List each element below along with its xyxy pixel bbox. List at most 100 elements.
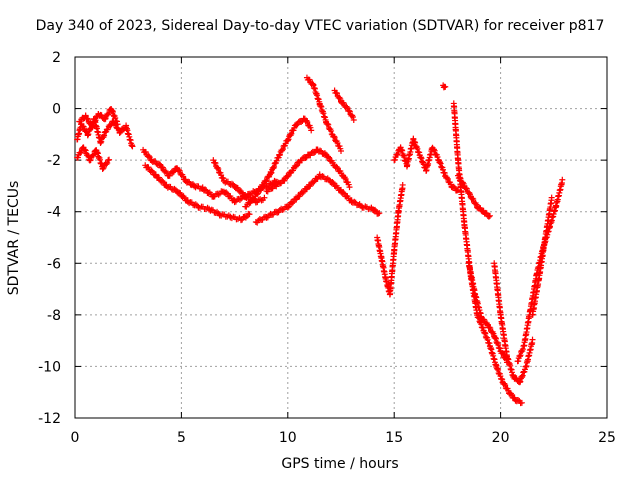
data-point: [324, 120, 331, 127]
data-point: [430, 146, 437, 153]
data-point: [104, 160, 111, 167]
data-point: [192, 201, 199, 208]
data-point: [310, 149, 317, 156]
data-point: [102, 115, 109, 122]
data-point: [304, 118, 311, 125]
data-point: [350, 116, 357, 123]
data-point: [77, 150, 84, 156]
data-point: [202, 186, 209, 193]
series-track-n: [440, 82, 449, 91]
series-track-l: [374, 181, 406, 298]
data-point: [376, 210, 383, 217]
series-track-t: [529, 194, 555, 318]
series-track-e: [142, 162, 253, 224]
series-track-c: [76, 105, 121, 131]
data-point: [148, 167, 155, 174]
data-point: [292, 163, 299, 170]
data-point: [159, 164, 166, 171]
y-tick-label: -12: [38, 411, 61, 427]
data-point: [349, 113, 356, 120]
data-point: [92, 117, 99, 124]
data-point: [247, 199, 254, 206]
data-point: [215, 191, 222, 198]
data-point: [346, 108, 353, 115]
data-point: [518, 399, 525, 406]
data-point: [399, 181, 406, 188]
y-tick-label: -10: [38, 359, 61, 375]
data-point: [98, 138, 105, 145]
data-point: [310, 179, 317, 186]
data-point: [338, 147, 344, 154]
y-tick-label: 0: [52, 102, 61, 118]
data-point: [271, 163, 278, 170]
data-point: [237, 188, 244, 195]
data-point: [485, 213, 492, 220]
data-point: [336, 94, 343, 101]
series-track-d: [140, 146, 281, 206]
data-point: [508, 391, 515, 398]
series-track-k: [331, 87, 357, 123]
data-point: [355, 201, 362, 208]
data-point: [391, 156, 398, 163]
data-point: [117, 128, 124, 135]
data-point: [273, 157, 280, 164]
data-point: [279, 146, 286, 153]
plot-frame: [74, 56, 608, 419]
series-track-i: [252, 171, 383, 226]
data-point: [324, 153, 331, 160]
data-point: [156, 174, 163, 181]
data-point: [486, 324, 493, 331]
y-tick-label: 2: [52, 50, 61, 66]
data-point: [457, 175, 464, 182]
data-point: [303, 117, 310, 124]
data-point: [477, 205, 484, 212]
x-tick-label: 10: [279, 430, 297, 446]
data-point: [340, 100, 347, 107]
data-point: [81, 146, 88, 153]
data-point: [261, 194, 268, 201]
data-point: [507, 390, 514, 397]
data-point: [223, 189, 230, 196]
data-point: [177, 190, 184, 197]
data-point: [97, 139, 104, 146]
data-point: [336, 143, 343, 150]
data-point: [450, 183, 457, 190]
data-point: [351, 198, 358, 205]
data-point: [431, 147, 438, 154]
data-point: [276, 151, 283, 158]
data-point: [212, 160, 219, 167]
data-point: [164, 184, 171, 191]
data-point: [170, 168, 177, 175]
data-point: [87, 157, 94, 164]
x-tick-label: 25: [598, 430, 616, 446]
data-point: [548, 194, 555, 201]
data-point: [267, 210, 274, 217]
data-point: [342, 175, 349, 182]
data-point: [486, 212, 493, 219]
data-point: [215, 166, 222, 173]
data-point: [444, 175, 451, 182]
data-point: [289, 200, 296, 207]
data-point: [129, 143, 136, 150]
y-tick-label: -6: [47, 256, 61, 272]
data-point: [246, 211, 253, 218]
data-point: [80, 123, 87, 130]
data-point: [499, 349, 506, 356]
data-point: [89, 123, 96, 130]
data-point: [334, 165, 341, 172]
data-point: [100, 164, 107, 171]
data-point: [254, 191, 261, 198]
data-point: [243, 195, 250, 202]
data-point: [159, 177, 166, 184]
data-point: [146, 154, 153, 161]
data-point: [284, 173, 291, 180]
data-point: [307, 182, 314, 189]
series-track-g: [242, 115, 315, 210]
data-point: [103, 161, 110, 168]
data-point: [299, 189, 306, 196]
data-point: [145, 152, 152, 159]
data-point: [308, 127, 315, 134]
data-point: [306, 76, 313, 83]
series-track-p: [455, 172, 493, 220]
